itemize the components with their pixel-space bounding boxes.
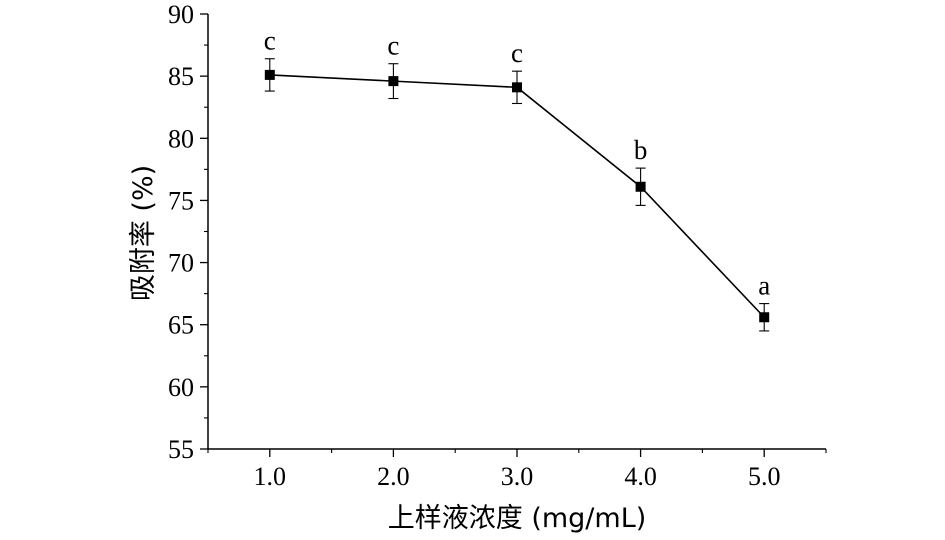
x-tick-label: 4.0 — [624, 462, 657, 491]
data-point — [512, 82, 522, 93]
significance-label: c — [264, 26, 276, 56]
y-tick-label: 70 — [168, 249, 194, 278]
significance-label: c — [511, 38, 523, 68]
y-tick-label: 60 — [168, 373, 194, 402]
x-axis-ticks: 1.0 2.0 3.0 4.0 5.0 — [207, 449, 827, 491]
y-tick-label: 85 — [168, 62, 194, 91]
data-point — [388, 76, 399, 87]
data-point — [635, 181, 646, 192]
y-tick-label: 80 — [168, 124, 194, 153]
significance-label: b — [634, 135, 648, 165]
series-line — [269, 74, 765, 318]
x-axis-title: 上样液浓度 (mg/mL) — [388, 503, 647, 534]
y-axis-title: 吸附率 (%) — [128, 165, 159, 301]
y-axis-ticks: 55 60 65 70 75 80 85 90 — [168, 0, 208, 464]
significance-label: a — [758, 271, 770, 301]
y-tick-label: 90 — [168, 0, 194, 29]
y-tick-label: 75 — [168, 186, 194, 215]
x-tick-label: 5.0 — [748, 462, 781, 491]
significance-label: c — [387, 31, 399, 61]
series-layer: c c c b a — [264, 26, 770, 332]
y-tick-label: 55 — [168, 435, 194, 464]
x-tick-label: 3.0 — [501, 462, 534, 491]
y-tick-label: 65 — [168, 311, 194, 340]
x-tick-label: 1.0 — [254, 462, 287, 491]
data-point — [759, 312, 770, 323]
data-point — [264, 69, 275, 80]
x-tick-label: 2.0 — [377, 462, 410, 491]
